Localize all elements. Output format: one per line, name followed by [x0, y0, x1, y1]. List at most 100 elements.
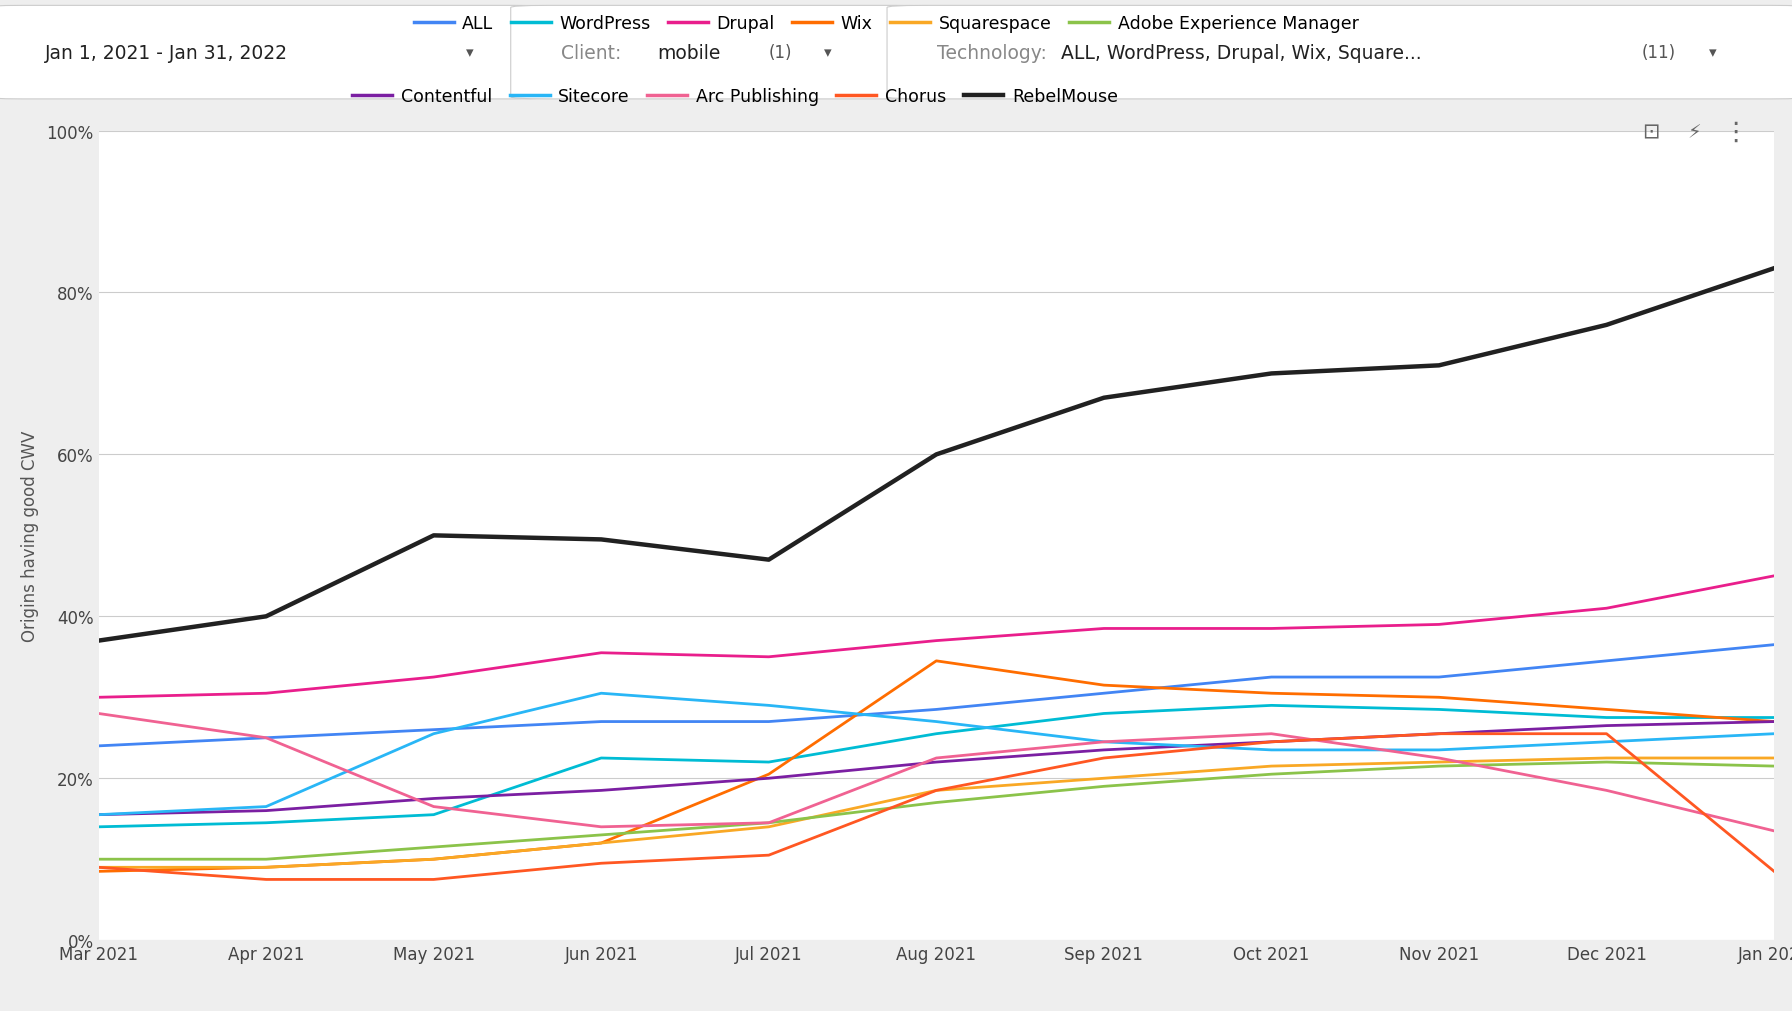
Wix [256, 861, 278, 874]
Sitecore [926, 716, 948, 728]
ALL [1597, 655, 1618, 667]
Text: ▾: ▾ [824, 45, 831, 61]
Wix [1093, 679, 1115, 692]
Legend: Contentful, Sitecore, Arc Publishing, Chorus, RebelMouse: Contentful, Sitecore, Arc Publishing, Ch… [353, 88, 1118, 105]
Contentful [758, 772, 780, 785]
Sitecore [591, 687, 613, 700]
Adobe Experience Manager [1763, 760, 1785, 772]
Chorus [1597, 728, 1618, 740]
Contentful [1093, 744, 1115, 756]
Adobe Experience Manager [758, 817, 780, 829]
WordPress [1262, 700, 1283, 712]
Wix [1597, 704, 1618, 716]
Sitecore [1428, 744, 1450, 756]
WordPress [591, 752, 613, 764]
Drupal [1262, 623, 1283, 635]
WordPress [256, 817, 278, 829]
Contentful [88, 809, 109, 821]
Adobe Experience Manager [1597, 756, 1618, 768]
Arc Publishing [926, 752, 948, 764]
Line: Arc Publishing: Arc Publishing [99, 714, 1774, 831]
Wix [926, 655, 948, 667]
Squarespace [423, 853, 444, 865]
ALL [758, 716, 780, 728]
Drupal [256, 687, 278, 700]
Contentful [423, 793, 444, 805]
Squarespace [758, 821, 780, 833]
Arc Publishing [1763, 825, 1785, 837]
Wix [1428, 692, 1450, 704]
RebelMouse [1428, 360, 1450, 372]
RebelMouse [591, 534, 613, 546]
Contentful [1763, 716, 1785, 728]
Line: Contentful: Contentful [99, 722, 1774, 815]
Text: Client:: Client: [561, 43, 622, 63]
Sitecore [758, 700, 780, 712]
Line: Drupal: Drupal [99, 576, 1774, 698]
Arc Publishing [1597, 785, 1618, 797]
Adobe Experience Manager [1428, 760, 1450, 772]
Chorus [1763, 865, 1785, 878]
Contentful [1428, 728, 1450, 740]
RebelMouse [926, 449, 948, 461]
Arc Publishing [758, 817, 780, 829]
Drupal [1093, 623, 1115, 635]
Sitecore [423, 728, 444, 740]
Contentful [256, 805, 278, 817]
ALL [1262, 671, 1283, 683]
ALL [88, 740, 109, 752]
Adobe Experience Manager [926, 797, 948, 809]
Arc Publishing [423, 801, 444, 813]
Chorus [926, 785, 948, 797]
Contentful [1262, 736, 1283, 748]
WordPress [423, 809, 444, 821]
ALL [926, 704, 948, 716]
WordPress [926, 728, 948, 740]
Contentful [1597, 720, 1618, 732]
Squarespace [1763, 752, 1785, 764]
Text: mobile: mobile [658, 43, 720, 63]
Text: ▾: ▾ [1710, 45, 1717, 61]
WordPress [1428, 704, 1450, 716]
Arc Publishing [256, 732, 278, 744]
Line: Squarespace: Squarespace [99, 758, 1774, 867]
Adobe Experience Manager [88, 853, 109, 865]
RebelMouse [88, 635, 109, 647]
Drupal [591, 647, 613, 659]
Line: Chorus: Chorus [99, 734, 1774, 880]
FancyBboxPatch shape [887, 6, 1792, 100]
Drupal [1763, 570, 1785, 582]
Sitecore [1597, 736, 1618, 748]
WordPress [758, 756, 780, 768]
Chorus [1262, 736, 1283, 748]
Adobe Experience Manager [256, 853, 278, 865]
Chorus [1093, 752, 1115, 764]
Adobe Experience Manager [1093, 780, 1115, 793]
ALL [1093, 687, 1115, 700]
Line: Adobe Experience Manager: Adobe Experience Manager [99, 762, 1774, 859]
RebelMouse [256, 611, 278, 623]
WordPress [1093, 708, 1115, 720]
Line: RebelMouse: RebelMouse [99, 269, 1774, 641]
RebelMouse [1093, 392, 1115, 404]
Arc Publishing [591, 821, 613, 833]
Text: ⚡: ⚡ [1688, 123, 1701, 142]
FancyBboxPatch shape [0, 6, 550, 100]
Wix [758, 768, 780, 780]
Sitecore [1262, 744, 1283, 756]
Chorus [423, 874, 444, 886]
Drupal [423, 671, 444, 683]
Text: ⋮: ⋮ [1722, 119, 1749, 146]
Arc Publishing [1428, 752, 1450, 764]
Text: ALL, WordPress, Drupal, Wix, Square...: ALL, WordPress, Drupal, Wix, Square... [1061, 43, 1421, 63]
Text: (1): (1) [769, 44, 792, 62]
Chorus [1428, 728, 1450, 740]
Sitecore [1763, 728, 1785, 740]
Squarespace [88, 861, 109, 874]
Sitecore [1093, 736, 1115, 748]
Text: (11): (11) [1641, 44, 1676, 62]
Y-axis label: Origins having good CWV: Origins having good CWV [22, 431, 39, 641]
Line: Sitecore: Sitecore [99, 694, 1774, 815]
Adobe Experience Manager [591, 829, 613, 841]
Adobe Experience Manager [423, 841, 444, 853]
